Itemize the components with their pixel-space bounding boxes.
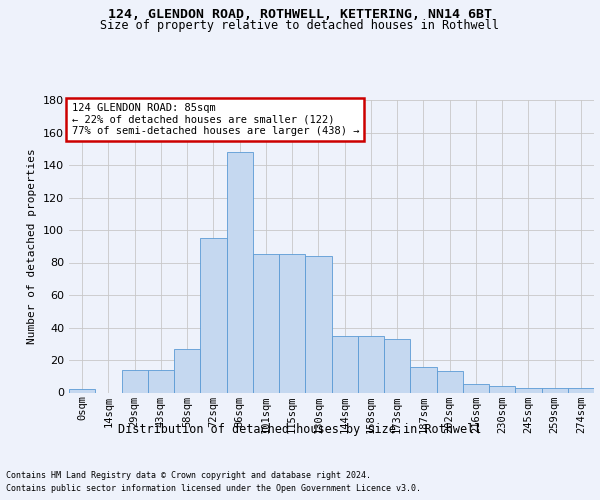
Bar (227, 152, 253, 392)
Bar (410, 366, 437, 392)
Bar (331, 336, 358, 392)
Bar (253, 254, 279, 392)
Text: 124 GLENDON ROAD: 85sqm
← 22% of detached houses are smaller (122)
77% of semi-d: 124 GLENDON ROAD: 85sqm ← 22% of detache… (71, 103, 359, 136)
Bar (437, 372, 463, 392)
Text: Distribution of detached houses by size in Rothwell: Distribution of detached houses by size … (118, 422, 482, 436)
Bar (305, 256, 331, 392)
Bar (463, 384, 489, 392)
Bar (358, 336, 384, 392)
Bar (279, 254, 305, 392)
Bar (200, 238, 227, 392)
Y-axis label: Number of detached properties: Number of detached properties (28, 148, 37, 344)
Bar (69, 389, 95, 392)
Bar (568, 388, 594, 392)
Bar (121, 370, 148, 392)
Text: 124, GLENDON ROAD, ROTHWELL, KETTERING, NN14 6BT: 124, GLENDON ROAD, ROTHWELL, KETTERING, … (108, 8, 492, 20)
Text: Contains HM Land Registry data © Crown copyright and database right 2024.: Contains HM Land Registry data © Crown c… (6, 471, 371, 480)
Bar (148, 370, 174, 392)
Bar (515, 388, 542, 392)
Text: Contains public sector information licensed under the Open Government Licence v3: Contains public sector information licen… (6, 484, 421, 493)
Bar (384, 339, 410, 392)
Bar (174, 348, 200, 393)
Bar (542, 388, 568, 392)
Text: Size of property relative to detached houses in Rothwell: Size of property relative to detached ho… (101, 19, 499, 32)
Bar (489, 386, 515, 392)
